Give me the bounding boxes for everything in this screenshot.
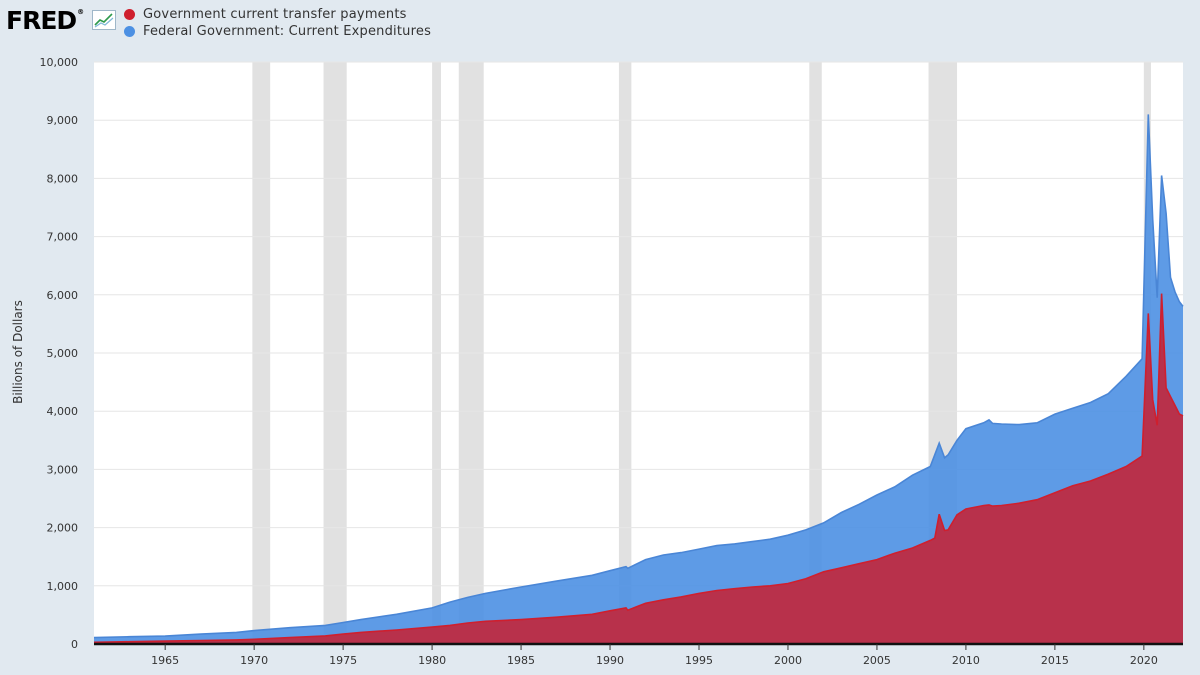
- series-area-government-current-transfer-payments: [94, 293, 1183, 644]
- y-tick-label: 9,000: [47, 114, 79, 127]
- series-line-federal-government-current-expenditures: [93, 114, 1184, 639]
- y-tick-label: 3,000: [47, 463, 79, 476]
- x-tick-label: 2000: [774, 654, 802, 667]
- x-tick-label: 1975: [329, 654, 357, 667]
- x-tick-label: 2010: [952, 654, 980, 667]
- x-tick-label: 1985: [507, 654, 535, 667]
- x-tick-label: 2020: [1130, 654, 1158, 667]
- series-area-federal-government-current-expenditures: [94, 114, 1183, 644]
- series-line-government-current-transfer-payments: [93, 293, 1184, 644]
- legend-item-transfer-payments[interactable]: Government current transfer payments: [124, 6, 431, 23]
- registered-mark: ®: [77, 8, 84, 16]
- legend: Government current transfer payments Fed…: [124, 6, 431, 40]
- legend-item-federal-expenditures[interactable]: Federal Government: Current Expenditures: [124, 23, 431, 40]
- y-tick-label: 0: [71, 638, 78, 651]
- fred-logo[interactable]: FRED ®: [6, 6, 84, 35]
- legend-dot-red: [124, 9, 135, 20]
- y-tick-label: 8,000: [47, 172, 79, 185]
- line-chart-icon: [92, 10, 116, 30]
- x-tick-label: 1970: [240, 654, 268, 667]
- legend-label: Federal Government: Current Expenditures: [143, 24, 432, 39]
- legend-dot-blue: [124, 26, 135, 37]
- y-tick-label: 2,000: [47, 522, 79, 535]
- fred-logo-text: FRED: [6, 6, 77, 35]
- x-tick-label: 2015: [1041, 654, 1069, 667]
- y-tick-label: 6,000: [47, 289, 79, 302]
- y-tick-label: 4,000: [47, 405, 79, 418]
- x-tick-label: 2005: [863, 654, 891, 667]
- x-tick-label: 1980: [418, 654, 446, 667]
- legend-label: Government current transfer payments: [143, 7, 407, 22]
- x-tick-label: 1990: [596, 654, 624, 667]
- y-tick-label: 5,000: [47, 347, 79, 360]
- x-tick-label: 1965: [151, 654, 179, 667]
- y-tick-label: 1,000: [47, 580, 79, 593]
- y-tick-label: 7,000: [47, 231, 79, 244]
- x-tick-label: 1995: [685, 654, 713, 667]
- y-tick-label: 10,000: [40, 56, 79, 69]
